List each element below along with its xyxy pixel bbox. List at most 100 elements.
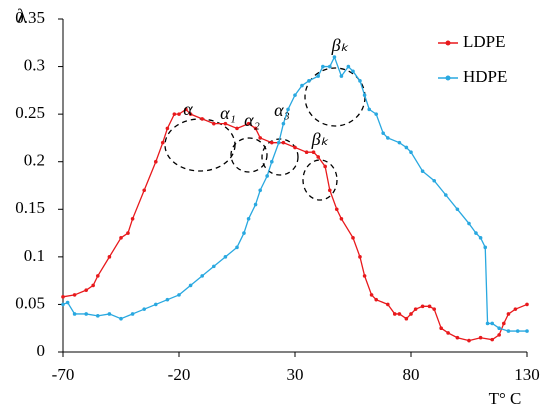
point	[154, 302, 158, 307]
point	[212, 121, 216, 126]
x-tick-label: -70	[52, 365, 75, 384]
annotation: α₃	[274, 100, 290, 120]
point	[304, 150, 309, 154]
circle	[230, 137, 268, 173]
point	[455, 207, 460, 212]
y-tick-label: 0.3	[24, 55, 45, 74]
point	[61, 295, 65, 299]
point	[351, 236, 355, 240]
point	[506, 312, 511, 316]
legend-label: HDPE	[463, 67, 507, 86]
point	[432, 307, 437, 311]
point	[467, 221, 471, 226]
point	[188, 112, 193, 116]
point	[281, 140, 286, 145]
point	[328, 188, 332, 193]
point	[142, 307, 146, 311]
point	[427, 304, 432, 309]
annotation: α₁	[220, 103, 236, 123]
x-tick-label: 30	[287, 365, 304, 384]
point	[126, 231, 130, 235]
point	[177, 293, 181, 297]
point	[172, 112, 177, 116]
point	[497, 326, 501, 331]
point	[339, 74, 344, 78]
point	[332, 55, 337, 59]
point	[409, 150, 413, 154]
point	[409, 312, 413, 316]
point	[321, 64, 325, 69]
point	[515, 329, 520, 333]
y-tick-label: 0.05	[15, 293, 45, 312]
point	[276, 140, 281, 145]
circle	[302, 159, 338, 201]
point	[107, 255, 112, 259]
point	[246, 217, 251, 221]
point	[328, 64, 332, 69]
point	[502, 321, 506, 326]
point	[307, 79, 311, 83]
point	[84, 312, 88, 316]
point	[235, 126, 239, 131]
circle	[304, 67, 366, 127]
point	[311, 150, 316, 154]
y-tick-label: 0.1	[24, 246, 45, 265]
point	[339, 217, 344, 221]
point	[265, 174, 269, 178]
point	[404, 145, 409, 150]
point	[446, 331, 450, 335]
point	[381, 131, 385, 135]
point	[506, 329, 511, 333]
point	[212, 264, 216, 269]
series-line	[62, 55, 527, 332]
point	[258, 188, 263, 193]
point	[293, 93, 297, 97]
point	[444, 193, 448, 197]
point	[188, 283, 193, 288]
annotation: α₂	[244, 110, 260, 130]
point	[165, 297, 170, 302]
circle	[164, 118, 236, 172]
point	[235, 245, 239, 250]
legend-label: LDPE	[463, 32, 506, 51]
point	[96, 314, 100, 318]
point	[358, 255, 362, 259]
point	[300, 83, 304, 88]
y-tick-label: 0	[37, 341, 46, 360]
point	[107, 312, 112, 316]
point	[455, 335, 460, 340]
point	[397, 312, 402, 316]
point	[513, 307, 518, 311]
y-axis-label: λ	[17, 6, 27, 28]
point	[323, 164, 327, 169]
point	[316, 74, 321, 78]
point	[84, 288, 88, 292]
point	[293, 145, 297, 150]
point	[154, 159, 158, 164]
point	[286, 107, 290, 112]
point	[200, 274, 204, 278]
point	[478, 236, 483, 240]
point	[362, 93, 367, 97]
point	[177, 112, 181, 116]
point	[165, 126, 170, 131]
point	[334, 207, 339, 212]
point	[200, 117, 204, 121]
point	[270, 159, 274, 164]
point	[483, 245, 488, 250]
point	[369, 293, 374, 297]
point	[316, 155, 321, 159]
point	[386, 302, 390, 307]
point	[91, 283, 95, 288]
point	[130, 312, 135, 316]
point	[525, 329, 529, 333]
point	[420, 304, 425, 309]
point	[72, 312, 77, 316]
series-line	[62, 108, 528, 342]
annotation: βₖ	[311, 129, 329, 149]
point	[474, 231, 478, 235]
point	[478, 335, 483, 340]
point	[497, 333, 501, 337]
annotation: βₖ	[331, 35, 349, 55]
point	[413, 307, 418, 311]
